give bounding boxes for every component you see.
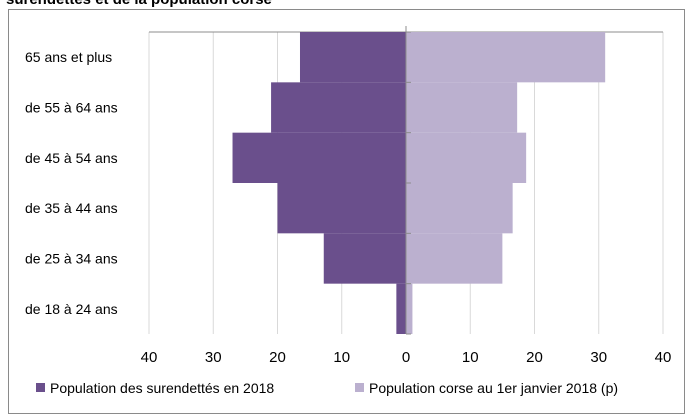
bar-population-5 xyxy=(406,233,503,284)
bar-surendettes-3 xyxy=(232,132,406,183)
x-tick-label: 10 xyxy=(333,349,350,366)
x-tick-label: 30 xyxy=(205,349,222,366)
x-tick-label: 40 xyxy=(655,349,672,366)
category-label: de 45 à 54 ans xyxy=(25,150,118,166)
x-tick-label: 10 xyxy=(462,349,479,366)
bar-population-2 xyxy=(406,82,518,133)
bar-population-1 xyxy=(406,32,606,83)
x-tick-label: 0 xyxy=(402,349,410,366)
category-label: de 18 à 24 ans xyxy=(25,301,118,317)
legend-label-surendettes: Population des surendettés en 2018 xyxy=(50,380,274,396)
bar-population-4 xyxy=(406,183,513,234)
category-label: de 55 à 64 ans xyxy=(25,100,118,116)
x-tick-label: 30 xyxy=(590,349,607,366)
bar-surendettes-2 xyxy=(271,82,406,133)
category-label: de 35 à 44 ans xyxy=(25,200,118,216)
bar-surendettes-6 xyxy=(396,283,406,334)
bar-surendettes-4 xyxy=(277,183,406,234)
category-label: de 25 à 34 ans xyxy=(25,251,118,267)
chart-frame xyxy=(8,9,685,414)
legend-swatch-surendettes xyxy=(36,383,45,392)
bar-population-3 xyxy=(406,132,527,183)
x-tick-label: 40 xyxy=(141,349,158,366)
bar-surendettes-5 xyxy=(323,233,406,284)
legend-label-population: Population corse au 1er janvier 2018 (p) xyxy=(369,380,618,396)
bar-population-6 xyxy=(406,283,413,334)
x-tick-label: 20 xyxy=(526,349,543,366)
category-label: 65 ans et plus xyxy=(25,49,112,65)
legend-swatch-population xyxy=(355,383,364,392)
chart-title: surendettés et de la population corse xyxy=(0,0,691,9)
bar-surendettes-1 xyxy=(299,32,406,83)
x-tick-label: 20 xyxy=(269,349,286,366)
